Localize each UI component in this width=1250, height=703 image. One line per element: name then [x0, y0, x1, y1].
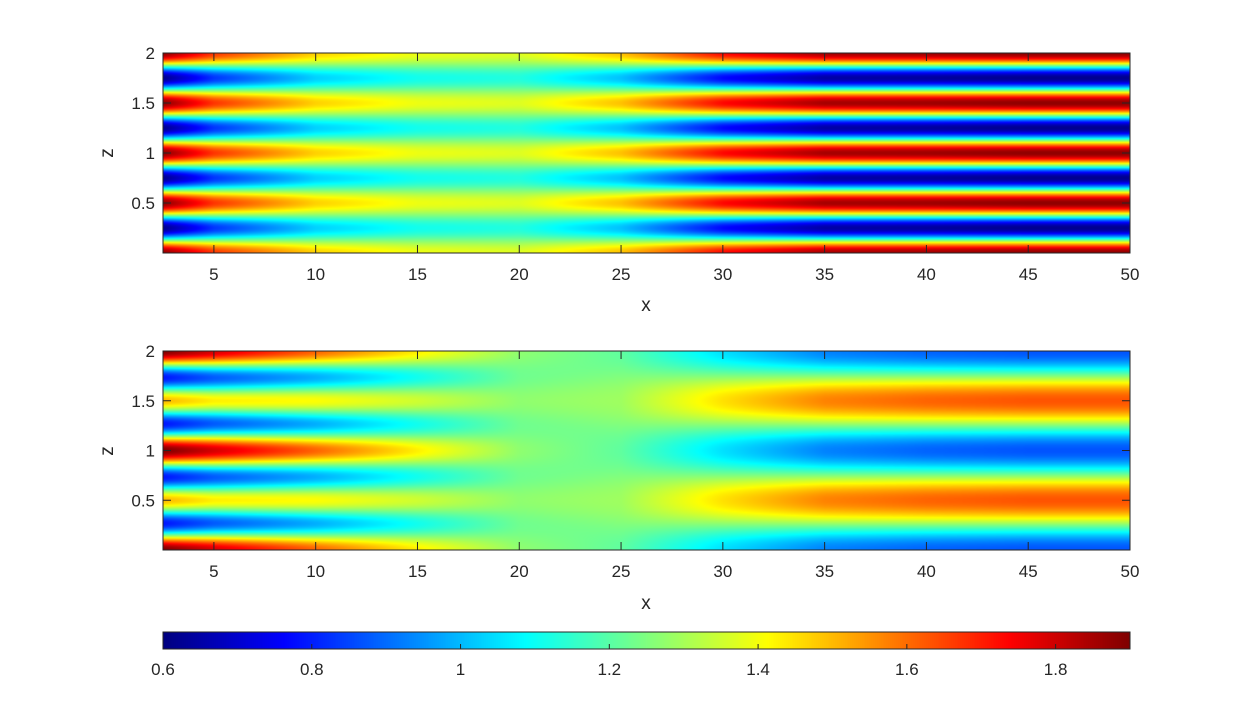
heatmap-image-bottom [163, 351, 1130, 550]
y-tick-label: 0.5 [131, 491, 155, 510]
x-ticks-bottom: 5 10 15 20 25 30 35 40 45 50 [209, 351, 1139, 581]
x-tick-label: 20 [510, 562, 529, 581]
x-tick-label: 45 [1019, 265, 1038, 284]
x-tick-label: 10 [306, 265, 325, 284]
heatmap-panel-top: 5 10 15 20 25 30 35 40 45 50 0.5 1 1.5 2 x z [97, 44, 1139, 316]
x-ticks-top: 5 10 15 20 25 30 35 40 45 50 [209, 53, 1139, 284]
x-tick-label: 25 [612, 562, 631, 581]
colorbar-tick-label: 1 [456, 660, 465, 679]
y-ticks-top: 0.5 1 1.5 2 [131, 44, 1130, 213]
colorbar-tick-label: 1.8 [1044, 660, 1068, 679]
colorbar-tick-label: 1.2 [597, 660, 621, 679]
colorbar-tick-label: 0.8 [300, 660, 324, 679]
y-tick-label: 0.5 [131, 194, 155, 213]
x-axis-label-bottom: x [641, 593, 651, 614]
y-axis-label-bottom: z [97, 446, 118, 456]
y-tick-label: 1 [146, 144, 155, 163]
x-tick-label: 5 [209, 562, 218, 581]
x-tick-label: 50 [1121, 265, 1140, 284]
y-tick-label: 1.5 [131, 94, 155, 113]
x-tick-label: 40 [917, 562, 936, 581]
x-tick-label: 20 [510, 265, 529, 284]
heatmap-panel-bottom: 5 10 15 20 25 30 35 40 45 50 0.5 1 1.5 2 x z [97, 342, 1139, 614]
x-tick-label: 15 [408, 265, 427, 284]
x-tick-label: 15 [408, 562, 427, 581]
y-tick-label: 1 [146, 442, 155, 461]
colorbar-ticks: 0.6 0.8 1 1.2 1.4 1.6 1.8 [151, 644, 1067, 679]
x-axis-label-top: x [641, 295, 651, 316]
colorbar-tick-label: 0.6 [151, 660, 175, 679]
x-tick-label: 10 [306, 562, 325, 581]
x-tick-label: 5 [209, 265, 218, 284]
x-tick-label: 40 [917, 265, 936, 284]
y-tick-label: 2 [146, 342, 155, 361]
y-ticks-bottom: 0.5 1 1.5 2 [131, 342, 1130, 510]
x-tick-label: 50 [1121, 562, 1140, 581]
y-tick-label: 1.5 [131, 392, 155, 411]
colorbar: 0.6 0.8 1 1.2 1.4 1.6 1.8 [151, 631, 1131, 679]
x-tick-label: 35 [815, 265, 834, 284]
x-tick-label: 30 [713, 562, 732, 581]
y-tick-label: 2 [146, 44, 155, 63]
colorbar-tick-label: 1.6 [895, 660, 919, 679]
x-tick-label: 35 [815, 562, 834, 581]
x-tick-label: 25 [612, 265, 631, 284]
colorbar-frame [162, 631, 1131, 650]
x-tick-label: 45 [1019, 562, 1038, 581]
heatmap-image-top [163, 53, 1130, 253]
x-tick-label: 30 [713, 265, 732, 284]
colorbar-gradient [163, 632, 1130, 649]
colorbar-tick-label: 1.4 [746, 660, 770, 679]
y-axis-label-top: z [97, 148, 118, 158]
